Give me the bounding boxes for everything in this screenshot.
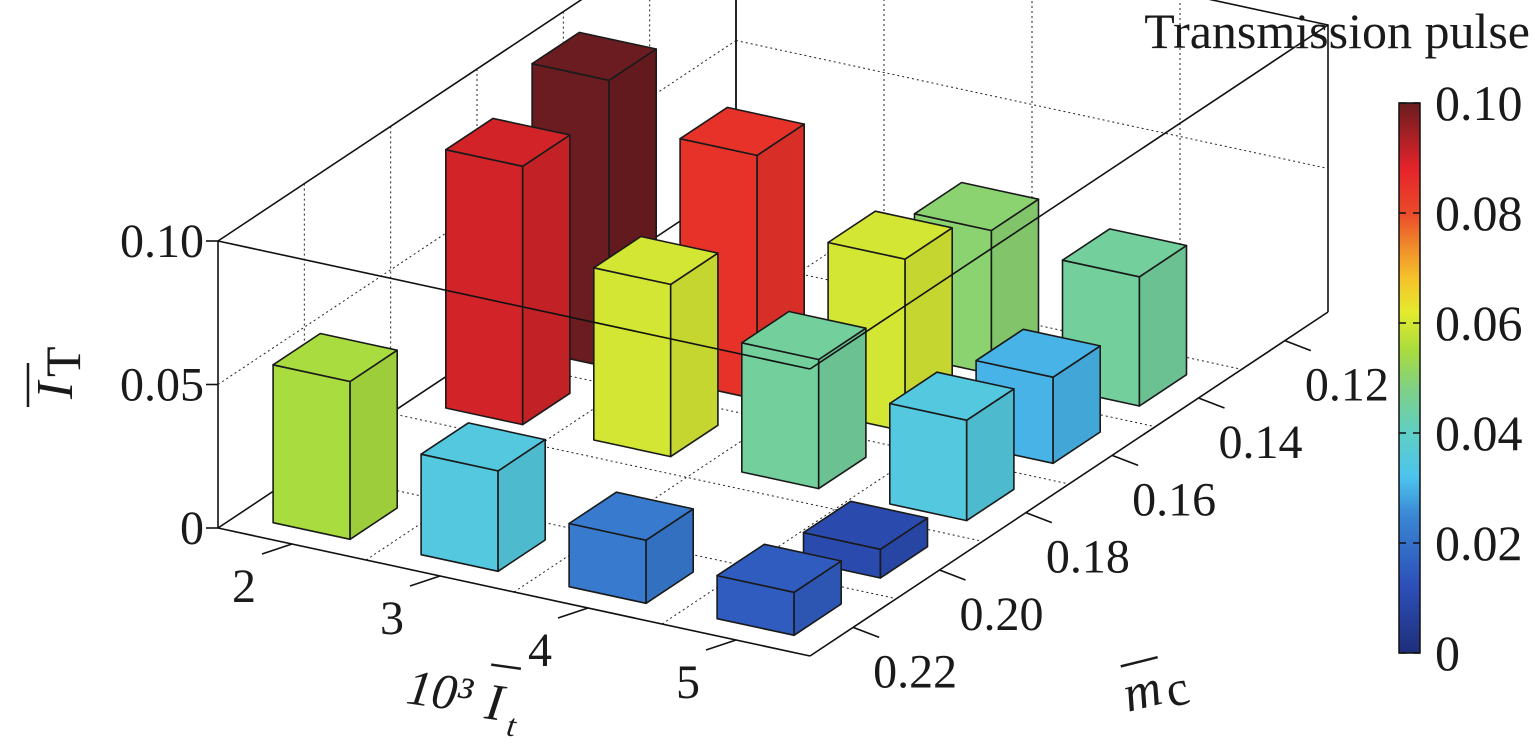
mc-tick-mark [1198,397,1225,409]
bar-it4-mc0.22 [568,491,695,605]
bar-face-side [521,134,571,426]
bar-face-front [888,402,968,522]
bar-it5-mc0.18 [888,371,1015,522]
tick-labels: 0 0.05 0.10 2 3 4 5 0.220.200.180.160.140.12 [120,215,1389,709]
bar-face-front [444,148,524,426]
bar-it3-mc0.22 [420,422,547,573]
floor-grid-line [304,470,897,600]
y-axis-label-prefix: 10³ [403,658,476,723]
z-tick-label: 0.10 [120,215,204,268]
mc-tick-label: 0.16 [1132,473,1216,526]
bar-face-top [975,328,1101,379]
z-axis-label: I T [26,346,91,407]
bar-face-top [679,106,806,157]
it-tick-label: 4 [528,624,552,677]
it-tick-label: 5 [676,656,700,709]
colorbar-ticks: 0 0.02 0.04 0.06 0.08 0.10 [1399,75,1523,681]
z-tick-label: 0 [180,502,204,555]
bar-face-side [349,349,399,541]
colorbar [1398,102,1421,654]
colorbar-tick-label: 0.08 [1435,185,1523,241]
bar-face-top [888,371,1015,422]
mc-tick-label: 0.18 [1046,531,1130,584]
bar-it4-mc0.18 [740,310,867,490]
colorbar-tick-label: 0.06 [1435,295,1523,351]
bar-face-top [568,491,695,542]
mc-tick-mark [1111,454,1139,467]
it-tick-mark [705,639,737,651]
bar-face-top [802,500,929,551]
colorbar-tick-label: 0.04 [1435,405,1523,461]
mc-tick-label: 0.12 [1305,359,1389,412]
bar-face-front [420,453,499,573]
bar-face-top [592,235,719,286]
bar-face-top [1061,228,1188,278]
z-axis-label-symbol: I [27,379,84,400]
colorbar-tick-label: 0.10 [1435,75,1523,131]
bar-face-top [531,31,658,82]
mc-tick-label: 0.14 [1219,416,1303,469]
floor-grid-line [476,355,1070,485]
x-axis-label-overbar [1120,655,1158,668]
mc-tick-label: 0.20 [960,588,1044,641]
bar-face-front [592,266,672,458]
it-tick-mark [409,575,441,587]
x-axis-label: m c [1117,655,1194,724]
bar-face-front [740,341,820,490]
bar-it2-mc0.22 [272,332,399,541]
mc-tick-label: 0.22 [873,645,957,698]
bars-group [272,31,1188,637]
mc-tick-mark [1025,511,1053,524]
bar-face-top [740,310,867,361]
bar-face-top [272,332,399,383]
bar-face-top [913,181,1040,232]
y-axis-label: 10³ I t [403,658,522,744]
mc-tick-mark [1284,339,1312,352]
bar-face-top [716,543,843,594]
y-axis-label-subscript: t [505,707,520,744]
axes-box-front [217,24,1329,370]
z-tick-label: 0.05 [120,359,204,412]
bar-face-front [272,363,351,541]
bar-face-top [420,422,547,472]
mc-tick-mark [852,626,880,639]
back-wall-grid-line [735,40,1329,169]
bar-it5-mc0.22 [716,543,843,637]
top-edge-right [809,24,1329,370]
bar-it5-mc0.20 [802,500,929,579]
colorbar-tick-label: 0 [1435,625,1460,681]
colorbar-title: Transmission pulse [1144,3,1530,59]
z-axis-label-subscript: T [35,346,91,377]
it-tick-label: 3 [380,592,404,645]
bar-face-top [444,117,571,168]
y-axis-label-overbar [491,663,522,671]
it-tick-mark [557,607,589,619]
mc-tick-mark [939,569,966,581]
bar-face-side [669,252,719,458]
bar-it2-mc0.18 [444,117,571,426]
it-tick-mark [261,543,293,555]
it-tick-label: 2 [232,560,256,613]
bar-face-top [827,210,954,260]
bar-it3-mc0.18 [592,235,719,458]
y-axis-label-symbol: I [481,673,510,732]
top-edge-front [217,240,811,370]
colorbar-tick-label: 0.02 [1435,515,1523,571]
bar-it5-mc0.14 [1061,228,1188,407]
